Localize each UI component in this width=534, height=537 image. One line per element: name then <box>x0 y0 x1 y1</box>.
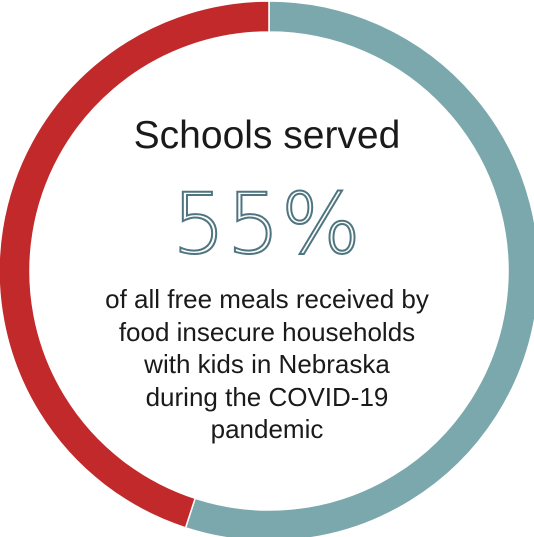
headline: Schools served <box>133 114 401 157</box>
donut-segment-other-sources <box>0 0 270 529</box>
description: of all free meals received by food insec… <box>105 284 429 444</box>
percent-value: 55% <box>171 175 362 273</box>
donut-segment-schools <box>184 0 534 537</box>
